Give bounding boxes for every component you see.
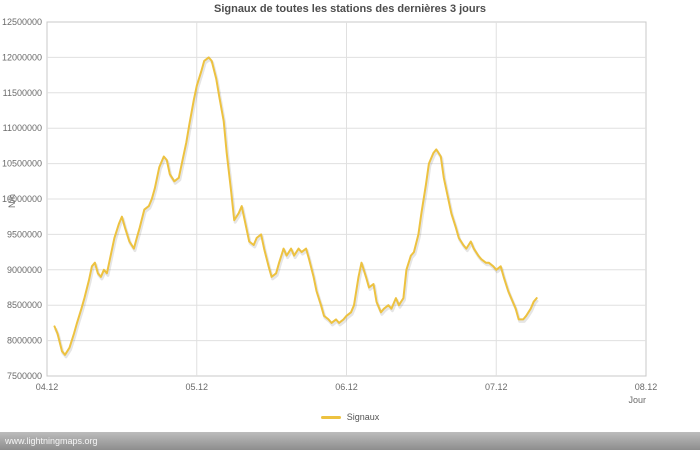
series-line-signaux (53, 56, 538, 356)
x-tick-label: 08.12 (635, 382, 658, 392)
chart-title: Signaux de toutes les stations des derni… (213, 3, 487, 15)
y-tick-label: 12500000 (2, 17, 42, 27)
footer-bar: www.lightningmaps.org (0, 432, 700, 450)
y-tick-label: 7500000 (7, 371, 42, 381)
y-tick-label: 8000000 (7, 336, 42, 346)
legend-line-swatch (320, 415, 341, 419)
y-axis-label: N/h (7, 194, 17, 209)
y-tick-label: 10500000 (2, 159, 42, 169)
x-tick-label: 04.12 (36, 382, 59, 392)
y-tick-label: 9500000 (7, 229, 42, 239)
footer-watermark: www.lightningmaps.org (5, 436, 98, 446)
y-tick-label: 12000000 (2, 52, 42, 62)
legend-label: Signaux (346, 412, 380, 422)
line-chart: 7500000 8000000 8500000 9000000 9500000 10000… (2, 17, 658, 405)
y-tick-label: 11000000 (3, 123, 42, 133)
chart-legend: Signaux (0, 412, 700, 422)
x-tick-label: 05.12 (185, 382, 208, 392)
x-tick-label: 07.12 (485, 382, 508, 392)
x-axis-label: Jour (628, 395, 646, 405)
y-tick-label: 8500000 (7, 300, 42, 310)
x-tick-label: 06.12 (335, 382, 358, 392)
y-tick-label: 11500000 (3, 88, 42, 98)
y-tick-label: 10000000 (2, 194, 42, 204)
y-tick-label: 9000000 (7, 265, 42, 275)
